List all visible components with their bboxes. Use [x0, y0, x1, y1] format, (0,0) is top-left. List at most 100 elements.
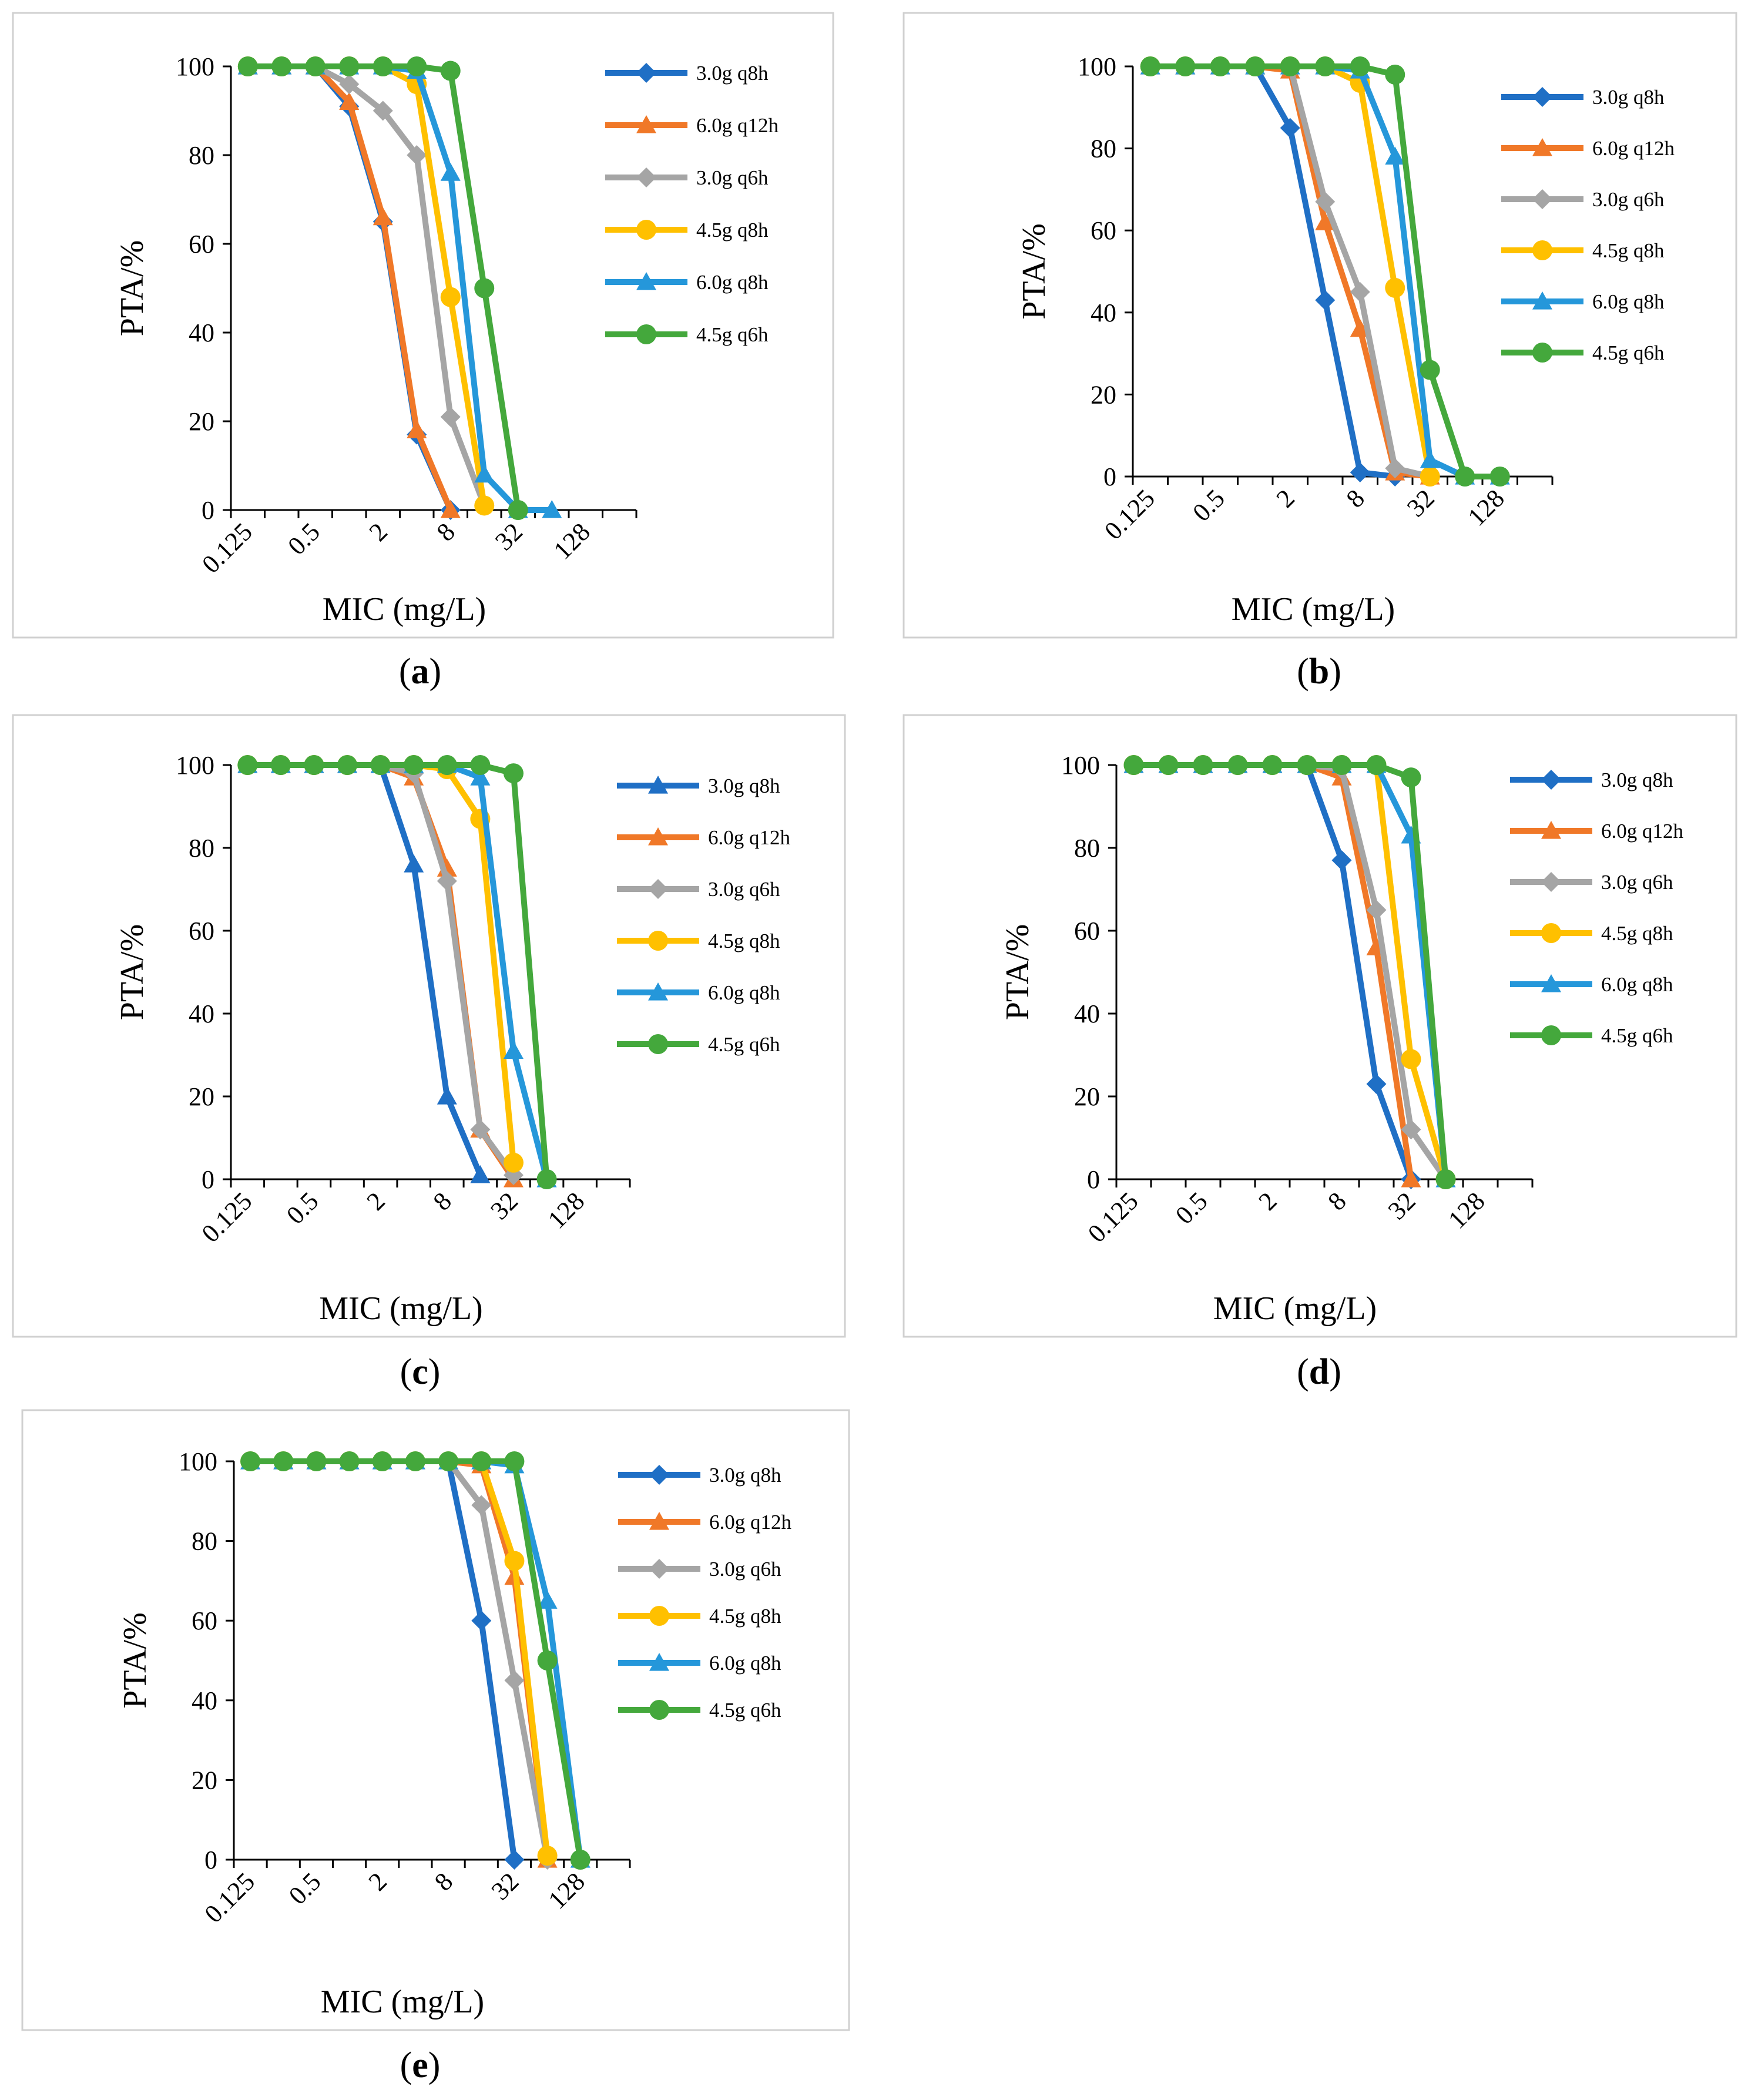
series-6-0g-q12h — [1123, 755, 1421, 1187]
data-point — [438, 1451, 459, 1471]
x-tick-label: 8 — [428, 1186, 457, 1216]
data-point — [471, 1451, 492, 1471]
data-point — [405, 1451, 425, 1471]
legend-marker — [1541, 821, 1561, 839]
legend-label: 3.0g q8h — [1592, 86, 1665, 109]
y-tick-label: 100 — [1078, 52, 1116, 81]
chart-panel-b: 0 20 40 60 80 100 0.125 0.5 2 8 32 128 MIC (mg/L) PTA… — [902, 12, 1737, 639]
legend-item: 3.0g q8h — [1501, 86, 1665, 109]
series-4-5g-q6h — [240, 1451, 591, 1870]
legend-marker — [648, 931, 668, 951]
y-tick-label: 40 — [192, 1686, 217, 1715]
legend-item: 4.5g q8h — [605, 219, 769, 241]
y-tick-label: 60 — [189, 917, 214, 945]
series-3-0g-q6h — [237, 56, 495, 516]
legend-item: 3.0g q6h — [618, 1558, 781, 1581]
data-point — [1420, 450, 1440, 468]
data-point — [470, 767, 491, 786]
legend-marker — [1532, 87, 1552, 107]
legend-marker — [1532, 189, 1552, 209]
x-tick-label: 32 — [1401, 484, 1440, 522]
data-point — [1262, 755, 1283, 775]
legend-marker — [649, 1559, 669, 1579]
x-tick-label: 0.5 — [1170, 1186, 1213, 1230]
data-point — [1350, 281, 1370, 302]
data-point — [1350, 318, 1370, 337]
data-point — [1435, 1169, 1456, 1189]
data-point — [339, 56, 360, 76]
legend-marker — [648, 827, 668, 846]
x-tick-label: 128 — [1462, 484, 1510, 531]
y-tick-label: 80 — [189, 141, 214, 170]
series-line — [247, 762, 550, 1180]
legend-marker — [649, 1653, 669, 1671]
legend-marker — [1532, 138, 1552, 156]
series-line — [1133, 762, 1414, 1180]
data-point — [437, 1086, 457, 1105]
y-tick-label: 0 — [1087, 1165, 1100, 1194]
legend-marker — [636, 272, 656, 290]
chart-panel-d: 0 20 40 60 80 100 0.125 0.5 2 8 32 128 MIC (mg/L) PTA… — [902, 714, 1737, 1338]
data-point — [440, 61, 461, 81]
data-point — [440, 287, 461, 307]
y-tick-label: 40 — [1074, 999, 1100, 1028]
data-point — [1350, 462, 1370, 483]
legend-item: 6.0g q8h — [618, 1652, 781, 1675]
legend-label: 6.0g q12h — [708, 826, 791, 849]
data-point — [237, 755, 258, 775]
legend-label: 4.5g q6h — [1601, 1024, 1673, 1047]
x-tick-label: 128 — [1442, 1186, 1490, 1234]
panel-label-c: (c) — [400, 1352, 441, 1392]
panel-frame — [12, 12, 834, 639]
y-axis-title: PTA/% — [114, 240, 150, 337]
data-point — [471, 1495, 492, 1515]
legend-marker — [648, 776, 668, 794]
panel-frame — [902, 714, 1737, 1338]
data-point — [440, 407, 461, 427]
series-line — [1150, 63, 1500, 479]
legend-item: 3.0g q8h — [605, 62, 769, 85]
data-point — [1227, 755, 1248, 775]
data-point — [504, 1850, 525, 1870]
legend-marker — [636, 220, 656, 240]
data-point — [1385, 458, 1405, 479]
data-point — [1489, 467, 1510, 487]
legend-label: 4.5g q6h — [1592, 341, 1665, 364]
legend-label: 4.5g q8h — [696, 219, 769, 241]
legend-label: 6.0g q8h — [1592, 290, 1665, 313]
data-point — [304, 755, 324, 775]
legend-marker — [636, 115, 656, 133]
legend-item: 6.0g q8h — [605, 271, 769, 294]
data-point — [306, 1451, 327, 1471]
x-tick-label: 0.5 — [282, 517, 326, 561]
data-point — [373, 56, 393, 76]
legend-item: 3.0g q6h — [1501, 188, 1665, 211]
legend-label: 3.0g q6h — [708, 878, 780, 901]
legend-item: 6.0g q8h — [1501, 290, 1665, 313]
x-tick-label: 2 — [1253, 1186, 1282, 1216]
y-tick-label: 20 — [189, 1082, 214, 1111]
legend-label: 3.0g q6h — [696, 166, 769, 189]
data-point — [437, 755, 457, 775]
data-point — [1420, 360, 1440, 380]
series-line — [250, 1458, 518, 1860]
legend-marker — [648, 1034, 668, 1054]
chart-panel-e: 0 20 40 60 80 100 0.125 0.5 2 8 32 128 MIC (mg/L) PTA… — [21, 1409, 850, 2031]
legend-item: 4.5g q6h — [617, 1033, 780, 1056]
data-point — [270, 755, 291, 775]
data-point — [1315, 290, 1336, 310]
data-point — [339, 1451, 360, 1471]
data-point — [1385, 277, 1405, 298]
data-point — [503, 1152, 524, 1173]
data-point — [1366, 1074, 1387, 1094]
x-tick-label: 0.125 — [1099, 484, 1160, 545]
x-tick-label: 0.5 — [1187, 484, 1230, 527]
panel-frame — [12, 714, 846, 1338]
legend-item: 4.5g q6h — [618, 1699, 781, 1722]
series-line — [247, 63, 454, 511]
x-tick-label: 2 — [363, 1867, 392, 1896]
data-point — [503, 763, 524, 784]
legend-label: 6.0g q8h — [1601, 973, 1673, 996]
y-tick-label: 100 — [176, 751, 214, 780]
